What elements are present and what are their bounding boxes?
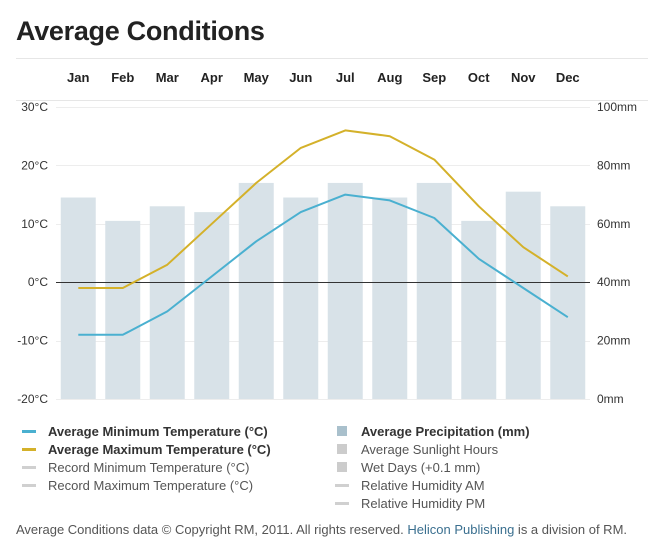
- right-axis-tick: 0mm: [597, 392, 624, 406]
- page-title: Average Conditions: [16, 16, 265, 46]
- legend-item-right-2[interactable]: Wet Days (+0.1 mm): [335, 458, 480, 476]
- legend-swatch: [335, 483, 349, 487]
- left-axis-tick: -20°C: [17, 392, 48, 406]
- legend-label: Relative Humidity PM: [361, 495, 486, 511]
- average-maximum-temperature-line[interactable]: [78, 129, 569, 289]
- right-axis-tick: 60mm: [597, 217, 630, 231]
- legend-item-right-0[interactable]: Average Precipitation (mm): [335, 422, 530, 440]
- legend-swatch: [22, 429, 36, 433]
- average-minimum-temperature-line[interactable]: [78, 193, 569, 336]
- precipitation-bar-jun[interactable]: [283, 197, 319, 399]
- month-label-dec: Dec: [556, 70, 580, 85]
- precipitation-bar-sep[interactable]: [416, 182, 452, 399]
- month-label-aug: Aug: [377, 70, 402, 85]
- right-axis-tick: 100mm: [597, 100, 637, 114]
- month-label-apr: Apr: [201, 70, 223, 85]
- right-axis-tick: 20mm: [597, 334, 630, 348]
- legend-swatch: [337, 444, 347, 454]
- copyright-footer: Average Conditions data © Copyright RM, …: [16, 522, 627, 537]
- legend-label: Average Maximum Temperature (°C): [48, 441, 271, 457]
- month-label-sep: Sep: [422, 70, 446, 85]
- legend-swatch: [22, 447, 36, 451]
- month-label-mar: Mar: [156, 70, 179, 85]
- legend-item-right-4[interactable]: Relative Humidity PM: [335, 494, 485, 512]
- precipitation-bar-may[interactable]: [238, 182, 274, 399]
- left-axis-tick: -10°C: [17, 334, 48, 348]
- precipitation-bar-oct[interactable]: [461, 220, 497, 399]
- left-axis-tick: 30°C: [21, 100, 48, 114]
- legend-item-left-2[interactable]: Record Minimum Temperature (°C): [22, 458, 249, 476]
- legend-swatch: [335, 501, 349, 505]
- footer-text: Average Conditions data © Copyright RM, …: [16, 522, 408, 537]
- legend-swatch: [337, 426, 347, 436]
- legend-item-right-1[interactable]: Average Sunlight Hours: [335, 440, 498, 458]
- legend-swatch: [22, 483, 36, 487]
- legend-swatch: [337, 462, 347, 472]
- legend-label: Average Sunlight Hours: [361, 441, 499, 457]
- right-axis-tick: 40mm: [597, 275, 630, 289]
- legend-label: Record Minimum Temperature (°C): [48, 459, 250, 475]
- left-axis-tick: 20°C: [21, 158, 48, 172]
- legend-label: Record Maximum Temperature (°C): [48, 477, 254, 493]
- month-label-jul: Jul: [336, 70, 355, 85]
- month-label-may: May: [244, 70, 270, 85]
- helicon-publishing-link[interactable]: Helicon Publishing: [407, 522, 515, 537]
- legend-label: Average Precipitation (mm): [361, 423, 530, 439]
- precipitation-bar-jan[interactable]: [60, 197, 96, 399]
- left-axis-tick: 10°C: [21, 217, 48, 231]
- legend-item-left-3[interactable]: Record Maximum Temperature (°C): [22, 476, 253, 494]
- month-label-oct: Oct: [468, 70, 490, 85]
- left-axis-tick: 0°C: [28, 275, 48, 289]
- month-label-feb: Feb: [111, 70, 134, 85]
- precipitation-bar-jul[interactable]: [327, 182, 363, 399]
- legend-label: Average Minimum Temperature (°C): [48, 423, 268, 439]
- legend-label: Relative Humidity AM: [361, 477, 485, 493]
- precipitation-bar-feb[interactable]: [105, 220, 141, 399]
- legend-label: Wet Days (+0.1 mm): [361, 459, 481, 475]
- legend-item-left-1[interactable]: Average Maximum Temperature (°C): [22, 440, 271, 458]
- precipitation-bar-apr[interactable]: [194, 212, 230, 399]
- month-label-jun: Jun: [289, 70, 312, 85]
- precipitation-bar-aug[interactable]: [372, 197, 408, 399]
- precipitation-bar-dec[interactable]: [550, 206, 586, 399]
- legend-item-right-3[interactable]: Relative Humidity AM: [335, 476, 485, 494]
- chart-legend: Average Minimum Temperature (°C) Average …: [0, 418, 664, 518]
- legend-swatch: [22, 465, 36, 469]
- footer-text-end: is a division of RM.: [514, 522, 628, 537]
- month-label-jan: Jan: [67, 70, 89, 85]
- legend-item-left-0[interactable]: Average Minimum Temperature (°C): [22, 422, 268, 440]
- average-conditions-chart: Jan Feb Mar Apr May Jun Jul Aug Sep Oct Nov Dec -20°…: [16, 58, 648, 406]
- month-label-nov: Nov: [511, 70, 536, 85]
- right-axis-tick: 80mm: [597, 158, 630, 172]
